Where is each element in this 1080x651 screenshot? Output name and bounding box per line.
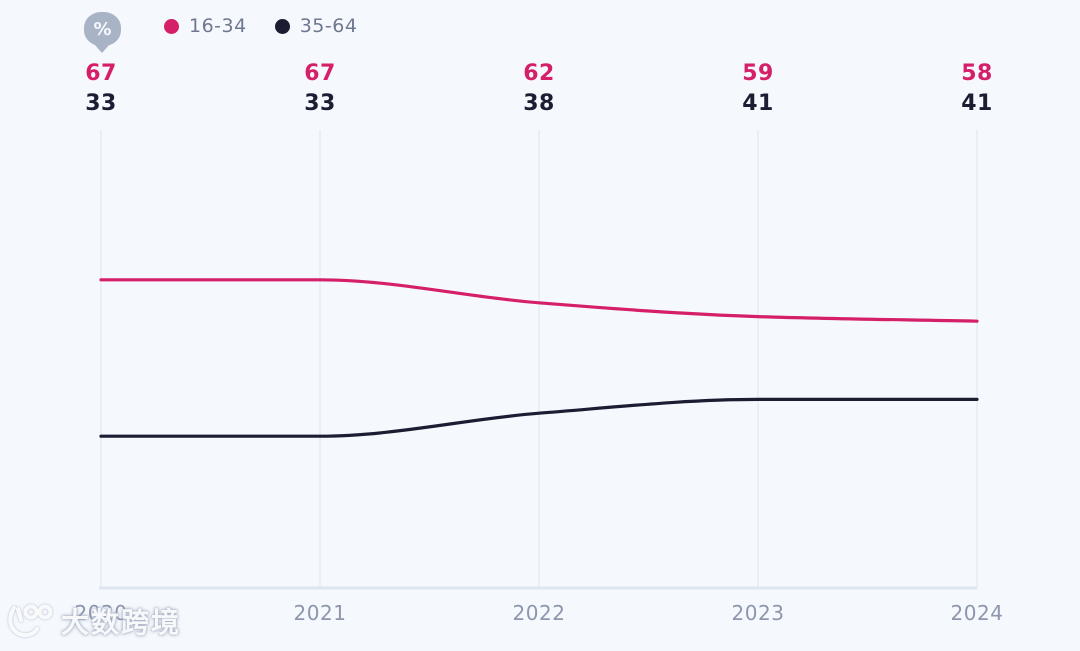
series-line-16-34 (99, 278, 979, 323)
x-tick-label-2020: 2020 (74, 601, 128, 625)
legend-dot-icon (164, 18, 179, 34)
x-tick-label-2022: 2022 (512, 601, 566, 625)
legend-dot-icon (274, 18, 290, 34)
legend-label: 16-34 (189, 15, 247, 37)
value-label-16-34-2021: 67 (304, 61, 336, 86)
x-tick-label-2024: 2024 (950, 601, 1004, 625)
x-tick-label-2023: 2023 (731, 601, 785, 625)
value-label-16-34-2022: 62 (523, 61, 555, 86)
value-label-35-64-2021: 33 (304, 91, 336, 116)
percent-badge-pointer-icon (94, 44, 110, 53)
value-label-16-34-2024: 58 (961, 61, 993, 86)
chart-legend: 16-34 35-64 (164, 15, 357, 37)
legend-item-35-64: 35-64 (274, 15, 358, 37)
legend-label: 35-64 (299, 15, 358, 37)
legend-item-16-34: 16-34 (164, 15, 247, 37)
value-label-35-64-2022: 38 (523, 91, 555, 116)
value-label-35-64-2024: 41 (961, 91, 993, 116)
percent-symbol: % (93, 18, 112, 40)
value-label-16-34-2020: 67 (85, 61, 117, 86)
value-label-35-64-2023: 41 (742, 91, 774, 116)
x-tick-label-2021: 2021 (293, 601, 347, 625)
value-label-16-34-2023: 59 (742, 61, 774, 86)
value-label-35-64-2020: 33 (85, 91, 117, 116)
series-line-35-64 (99, 397, 979, 438)
percent-unit-badge: % (84, 12, 121, 46)
